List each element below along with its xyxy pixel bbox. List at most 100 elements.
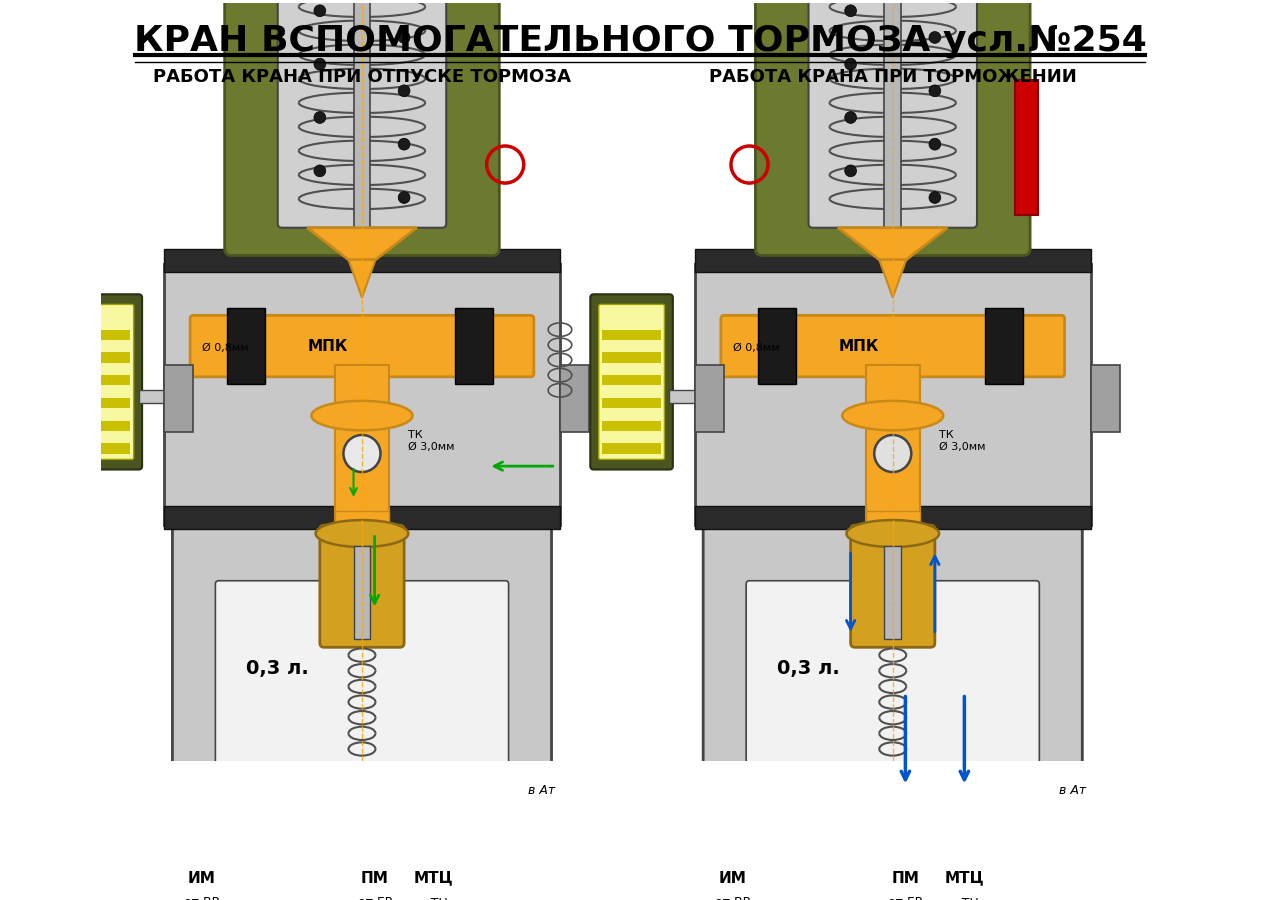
Circle shape (929, 192, 941, 203)
Bar (187, 770, 218, 845)
Circle shape (314, 4, 325, 17)
Ellipse shape (846, 520, 940, 547)
Bar (986, 308, 1023, 383)
FancyBboxPatch shape (721, 315, 1065, 377)
Circle shape (845, 112, 856, 123)
Circle shape (497, 787, 522, 812)
Bar (669, 391, 695, 403)
Polygon shape (348, 260, 375, 298)
Circle shape (845, 58, 856, 70)
Circle shape (1028, 787, 1053, 812)
Circle shape (845, 165, 856, 176)
FancyBboxPatch shape (68, 304, 133, 459)
Bar (865, 511, 920, 524)
Text: от ГР: от ГР (357, 896, 392, 900)
Circle shape (929, 32, 941, 43)
Bar (758, 308, 796, 383)
Bar (353, 546, 370, 639)
Bar (164, 264, 559, 525)
Bar (602, 398, 660, 408)
Bar (890, 770, 920, 845)
Bar (72, 420, 131, 431)
Bar (72, 353, 131, 363)
Text: Ø 0,8мм: Ø 0,8мм (732, 343, 780, 353)
Circle shape (314, 165, 325, 176)
FancyBboxPatch shape (225, 0, 499, 256)
Circle shape (398, 32, 410, 43)
Circle shape (874, 435, 911, 472)
Circle shape (314, 112, 325, 123)
Bar (335, 365, 389, 521)
Bar (1091, 365, 1120, 432)
FancyBboxPatch shape (599, 304, 664, 459)
Text: ПМ: ПМ (891, 870, 919, 886)
FancyBboxPatch shape (703, 504, 1083, 782)
Text: ТК
Ø 3,0мм: ТК Ø 3,0мм (940, 430, 986, 452)
Bar (602, 375, 660, 385)
Text: МПК: МПК (838, 339, 879, 354)
Bar (884, 0, 901, 236)
Text: РАБОТА КРАНА ПРИ ТОРМОЖЕНИИ: РАБОТА КРАНА ПРИ ТОРМОЖЕНИИ (709, 68, 1076, 86)
Bar (164, 506, 559, 529)
Text: к ТЦ: к ТЦ (419, 896, 448, 900)
Bar (1015, 80, 1038, 215)
Circle shape (929, 85, 941, 96)
FancyBboxPatch shape (755, 0, 1030, 256)
Text: МТЦ: МТЦ (945, 870, 984, 886)
FancyBboxPatch shape (191, 315, 534, 377)
Circle shape (314, 58, 325, 70)
Ellipse shape (842, 400, 943, 430)
FancyBboxPatch shape (746, 580, 1039, 773)
FancyBboxPatch shape (278, 0, 447, 228)
Text: от ГР: от ГР (888, 896, 923, 900)
Text: в Ат: в Ат (527, 784, 556, 797)
Text: ИМ: ИМ (188, 870, 216, 886)
Text: ИМ: ИМ (719, 870, 746, 886)
Bar (559, 365, 590, 432)
Bar (454, 308, 493, 383)
Text: 0,3 л.: 0,3 л. (777, 659, 840, 678)
Circle shape (398, 192, 410, 203)
Text: Ø 0,8мм: Ø 0,8мм (202, 343, 248, 353)
Polygon shape (307, 228, 417, 260)
Bar (602, 329, 660, 340)
Circle shape (343, 435, 380, 472)
Bar (865, 365, 920, 521)
Text: КРАН ВСПОМОГАТЕЛЬНОГО ТОРМОЗА усл.№254: КРАН ВСПОМОГАТЕЛЬНОГО ТОРМОЗА усл.№254 (133, 23, 1147, 58)
Text: РАБОТА КРАНА ПРИ ОТПУСКЕ ТОРМОЗА: РАБОТА КРАНА ПРИ ОТПУСКЕ ТОРМОЗА (154, 68, 571, 86)
Bar (164, 248, 559, 273)
Bar (164, 365, 193, 432)
Bar (72, 375, 131, 385)
Bar (72, 329, 131, 340)
Bar (884, 546, 901, 639)
FancyBboxPatch shape (809, 0, 977, 228)
FancyBboxPatch shape (590, 294, 673, 470)
Bar (353, 0, 370, 236)
Text: МТЦ: МТЦ (413, 870, 453, 886)
Bar (695, 248, 1091, 273)
Circle shape (929, 139, 941, 150)
Bar (718, 770, 748, 845)
Polygon shape (879, 260, 906, 298)
FancyBboxPatch shape (851, 525, 934, 647)
Ellipse shape (316, 520, 408, 547)
FancyBboxPatch shape (60, 294, 142, 470)
Bar (602, 353, 660, 363)
Text: к ТЦ: к ТЦ (950, 896, 979, 900)
Circle shape (845, 4, 856, 17)
Bar (360, 770, 390, 845)
Ellipse shape (311, 400, 412, 430)
Bar (335, 511, 389, 524)
Circle shape (398, 85, 410, 96)
Bar (602, 420, 660, 431)
Bar (138, 391, 164, 403)
Text: 0,3 л.: 0,3 л. (246, 659, 308, 678)
Circle shape (398, 139, 410, 150)
Text: ТК
Ø 3,0мм: ТК Ø 3,0мм (408, 430, 454, 452)
FancyBboxPatch shape (320, 525, 404, 647)
FancyBboxPatch shape (173, 504, 552, 782)
Polygon shape (838, 228, 947, 260)
FancyBboxPatch shape (215, 580, 508, 773)
Bar (72, 398, 131, 408)
Bar (602, 444, 660, 454)
